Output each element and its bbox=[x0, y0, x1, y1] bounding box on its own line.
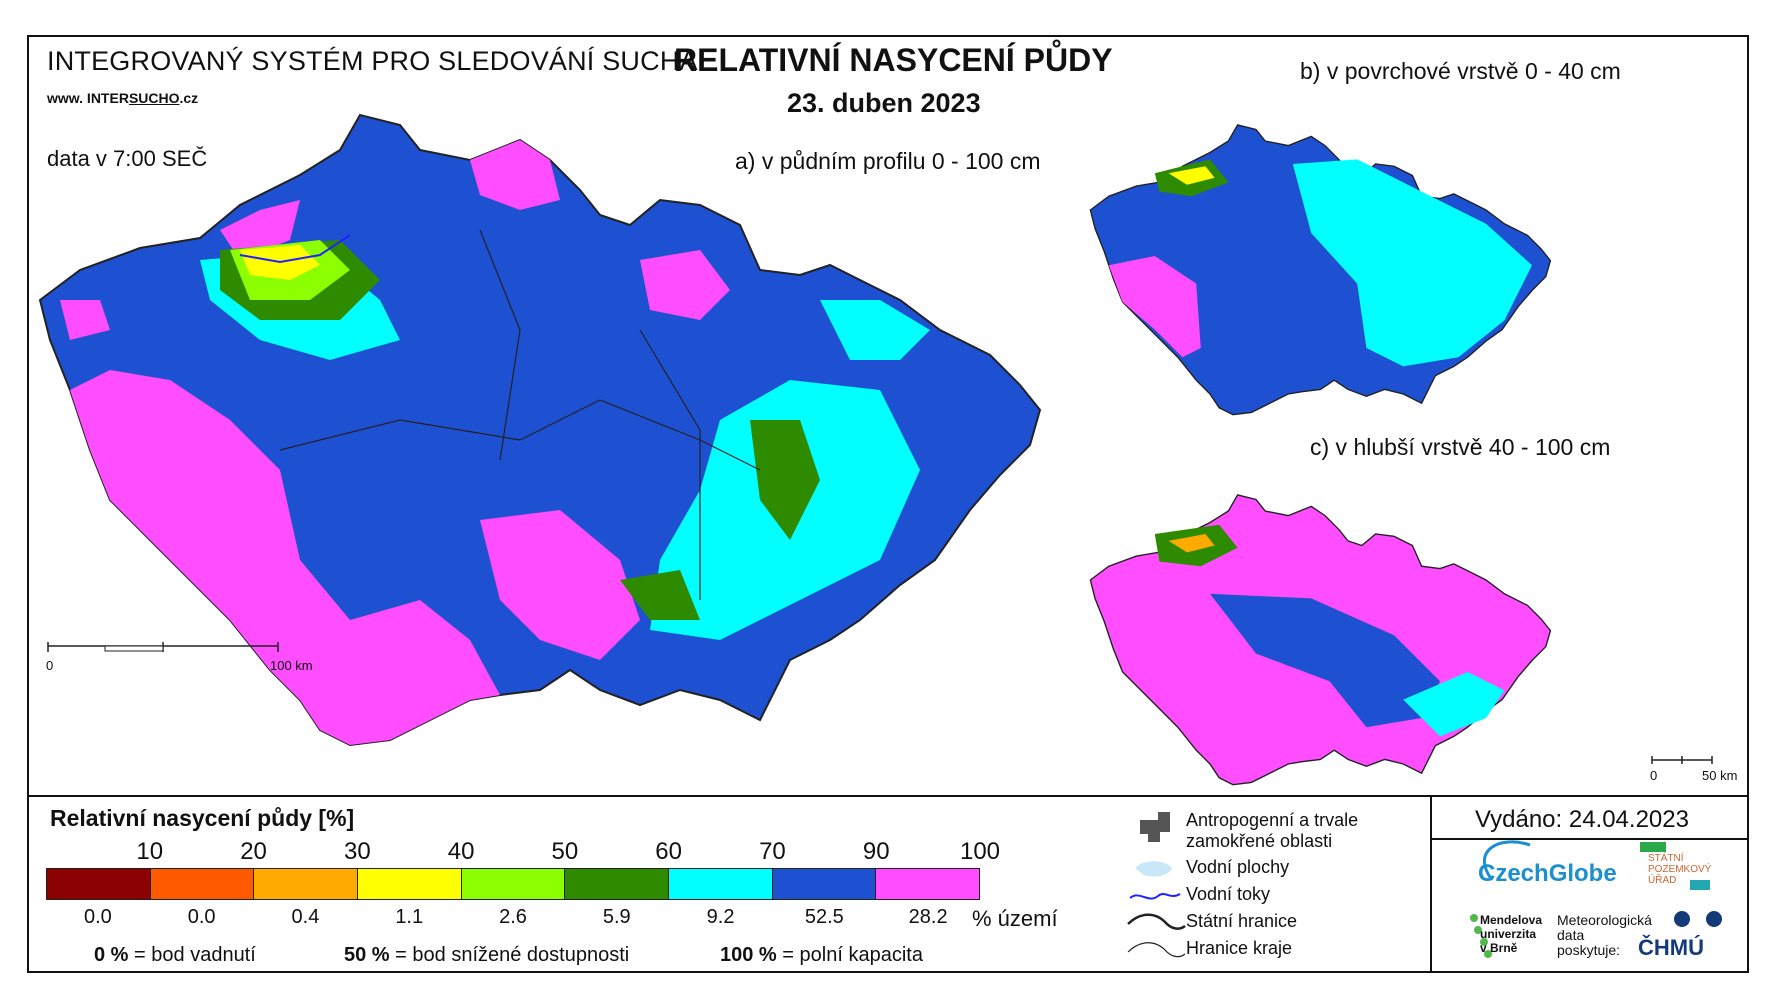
map-date: 23. duben 2023 bbox=[787, 88, 981, 118]
river-icon bbox=[1129, 893, 1181, 900]
color-ramp bbox=[46, 868, 980, 900]
scale-bar-a bbox=[47, 642, 279, 652]
spu-logo: STÁTNÍ POZEMKOVÝ ÚŘAD bbox=[1648, 853, 1712, 886]
chmu-logo-mark bbox=[1674, 911, 1722, 927]
data-time: data v 7:00 SEČ bbox=[47, 146, 208, 171]
scale-small-end: 50 km bbox=[1702, 768, 1738, 783]
legend-tick: 100 bbox=[959, 838, 1001, 865]
ramp-segment bbox=[876, 869, 980, 899]
mendel-logo-mark bbox=[1470, 914, 1492, 958]
dry-zone bbox=[200, 240, 930, 640]
legend-pct: 28.2 bbox=[908, 906, 948, 928]
page-title: RELATIVNÍ NASYCENÍ PŮDY bbox=[674, 42, 1113, 78]
ramp-segment bbox=[669, 869, 773, 899]
legend-tick: 90 bbox=[862, 838, 890, 865]
legend-pct: 0.0 bbox=[83, 906, 112, 928]
spu-logo-mark bbox=[1640, 842, 1710, 890]
anthropogenic-area-icon bbox=[1140, 812, 1170, 842]
region-border-icon bbox=[1127, 942, 1186, 958]
divider bbox=[1430, 795, 1432, 973]
ramp-segment bbox=[358, 869, 462, 899]
legend-tick: 30 bbox=[343, 838, 371, 865]
legend-pct: 0.0 bbox=[187, 906, 216, 928]
scale-a-start: 0 bbox=[46, 658, 54, 673]
symbol-region-border-label: Hranice kraje bbox=[1186, 938, 1293, 958]
scale-bar-small bbox=[1651, 756, 1713, 764]
divider bbox=[1430, 838, 1749, 840]
legend-pct: 5.9 bbox=[602, 906, 631, 928]
legend-tick: 50 bbox=[551, 838, 579, 865]
symbol-water-label: Vodní plochy bbox=[1186, 857, 1290, 877]
map-c-label: c) v hlubší vrstvě 40 - 100 cm bbox=[1310, 434, 1611, 460]
map-b bbox=[1089, 124, 1552, 416]
legend-pct: 2.6 bbox=[499, 906, 527, 928]
ramp-segment bbox=[772, 869, 877, 899]
legend-tick: 40 bbox=[447, 838, 475, 865]
legend-pct: 52.5 bbox=[804, 906, 844, 928]
state-border-icon bbox=[1127, 913, 1186, 930]
note-wilting: 0 % = bod vadnutí bbox=[94, 944, 256, 966]
pct-unit: % území bbox=[972, 906, 1058, 931]
ramp-segment bbox=[47, 869, 151, 899]
map-a-label: a) v půdním profilu 0 - 100 cm bbox=[735, 148, 1041, 174]
legend-pct: 1.1 bbox=[395, 906, 424, 928]
map-b-label: b) v povrchové vrstvě 0 - 40 cm bbox=[1300, 58, 1621, 84]
legend-pct: 9.2 bbox=[706, 906, 735, 928]
symbol-state-border-label: Státní hranice bbox=[1186, 911, 1298, 931]
note-capacity: 100 % = polní kapacita bbox=[720, 944, 923, 966]
issued-date: Vydáno: 24.04.2023 bbox=[1475, 806, 1689, 833]
water-area-icon bbox=[1135, 861, 1172, 877]
legend-tick: 70 bbox=[759, 838, 786, 865]
symbol-river-label: Vodní toky bbox=[1186, 884, 1271, 904]
legend-pct: 0.4 bbox=[291, 906, 320, 928]
website-link[interactable]: www. INTERSUCHO.cz bbox=[47, 90, 199, 106]
ramp-segment bbox=[461, 869, 566, 899]
map-frame bbox=[27, 35, 1749, 973]
mendel-logo: Mendelova univerzita v Brně bbox=[1480, 913, 1543, 955]
meteo-data-label: Meteorologická data poskytuje: bbox=[1557, 912, 1652, 958]
legend-tick: 20 bbox=[240, 838, 267, 865]
legend-tick: 60 bbox=[655, 838, 683, 865]
chmu-logo: ČHMÚ bbox=[1638, 935, 1704, 960]
system-title: INTEGROVANÝ SYSTÉM PRO SLEDOVÁNÍ SUCHA bbox=[47, 46, 698, 76]
wet-zone bbox=[60, 140, 730, 745]
map-a bbox=[39, 114, 1041, 746]
map-c bbox=[1089, 494, 1552, 786]
scale-a-end: 100 km bbox=[270, 658, 313, 673]
czechglobe-logo: CzechGlobe bbox=[1478, 860, 1617, 887]
divider bbox=[27, 795, 1749, 797]
ramp-segment bbox=[254, 869, 359, 899]
note-reduced: 50 % = bod snížené dostupnosti bbox=[344, 944, 630, 966]
ramp-segment bbox=[150, 869, 255, 899]
czechglobe-logo-mark bbox=[1483, 840, 1531, 881]
legend-title: Relativní nasycení půdy [%] bbox=[50, 805, 355, 831]
ramp-segment bbox=[565, 869, 670, 899]
legend-tick: 10 bbox=[136, 838, 164, 865]
symbol-anthropogenic-label: Antropogenní a trvale zamokřené oblasti bbox=[1186, 810, 1359, 851]
scale-small-start: 0 bbox=[1650, 768, 1658, 783]
